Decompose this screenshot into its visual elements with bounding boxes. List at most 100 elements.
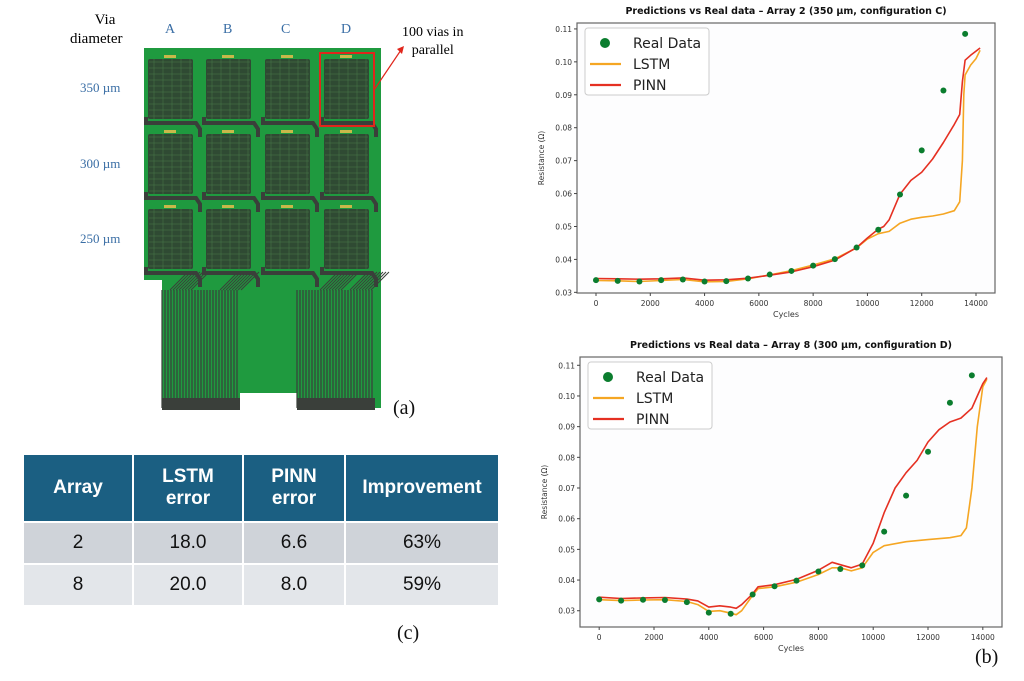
series-line-pinn <box>595 47 981 281</box>
y-axis-label: Resistance (Ω) <box>537 131 546 185</box>
x-tick-label: 0 <box>594 299 599 308</box>
header-text: Array <box>53 477 103 499</box>
legend: Real Data LSTM PINN <box>584 27 710 96</box>
y-tick-label: 0.08 <box>555 124 572 133</box>
legend-box <box>584 27 710 96</box>
legend: Real Data LSTM PINN <box>587 361 713 430</box>
y-tick-label: 0.03 <box>558 607 575 616</box>
trace-route <box>202 117 260 137</box>
legend-box <box>587 361 713 430</box>
x-axis-label: Cycles <box>778 644 804 653</box>
data-point-real <box>658 277 665 284</box>
data-point-real <box>946 399 953 406</box>
data-point-real <box>940 87 947 94</box>
annotation: 100 vias in parallel <box>402 24 463 60</box>
y-tick-label: 0.05 <box>558 545 575 554</box>
data-point-real <box>962 30 969 37</box>
header-text: LSTM <box>162 466 214 488</box>
trace-route <box>320 192 378 212</box>
legend-label: Real Data <box>636 370 704 386</box>
array-label-pad <box>164 205 176 208</box>
trace-route <box>144 267 202 287</box>
connector-pads <box>162 398 240 410</box>
annotation-arrow <box>373 49 402 91</box>
y-tick-label: 0.07 <box>558 484 575 493</box>
y-tick-label: 0.06 <box>555 190 572 199</box>
chart-title: Predictions vs Real data – Array 8 (300 … <box>630 340 952 351</box>
row-label-350: 350 µm <box>80 80 121 95</box>
data-point-real <box>793 577 800 584</box>
annotation-line-1: 100 vias in <box>402 25 464 40</box>
pcb-notch <box>240 393 297 411</box>
y-tick-label: 0.05 <box>555 222 572 231</box>
legend-label: Real Data <box>633 36 701 52</box>
data-point-real <box>968 372 975 379</box>
data-point-real <box>749 591 756 598</box>
x-tick-label: 10000 <box>861 633 885 642</box>
x-tick-label: 14000 <box>971 633 995 642</box>
table-row: 8 20.0 8.0 59% <box>24 565 498 605</box>
header-lstm-error: LSTM error <box>134 455 242 521</box>
data-point-real <box>831 256 838 263</box>
chart-array-2: Predictions vs Real data – Array 2 (350 … <box>537 6 996 319</box>
annotation-line-2: parallel <box>411 43 454 58</box>
cell-lstm-error: 18.0 <box>134 523 242 563</box>
x-tick-label: 8000 <box>804 299 823 308</box>
header-text: Improvement <box>362 477 482 499</box>
data-point-real <box>837 566 844 573</box>
y-tick-label: 0.09 <box>558 423 575 432</box>
via-array <box>144 55 202 137</box>
x-tick-label: 6000 <box>749 299 768 308</box>
y-tick-label: 0.10 <box>558 392 575 401</box>
x-tick-label: 2000 <box>644 633 663 642</box>
trace-line <box>184 271 204 291</box>
data-point-real <box>614 277 621 284</box>
array-label-pad <box>340 130 352 133</box>
column-label-a: A <box>165 22 176 37</box>
legend-marker-real-data <box>603 372 613 382</box>
array-label-pad <box>340 55 352 58</box>
data-point-real <box>881 528 888 535</box>
column-label-b: B <box>223 22 233 37</box>
legend-marker-real-data <box>600 38 610 48</box>
trace-route <box>202 192 260 212</box>
via-array <box>144 130 202 212</box>
y-tick-label: 0.03 <box>555 288 572 297</box>
trace-bundle <box>296 290 375 410</box>
caption-b: (b) <box>975 646 999 668</box>
caption-c: (c) <box>397 622 420 644</box>
trace-route <box>261 192 319 212</box>
array-label-pad <box>340 205 352 208</box>
trace-bundle <box>161 290 240 410</box>
header-text: PINN <box>271 466 317 488</box>
array-label-pad <box>281 55 293 58</box>
data-point-real <box>925 448 932 455</box>
data-point-real <box>640 596 647 603</box>
x-tick-label: 12000 <box>916 633 940 642</box>
series-line-lstm <box>599 378 988 616</box>
data-point-real <box>897 191 903 198</box>
arrowhead-icon <box>397 46 404 54</box>
data-point-real <box>618 597 625 604</box>
data-point-real <box>815 568 822 575</box>
cell-array: 2 <box>24 523 132 563</box>
data-point-real <box>593 277 599 284</box>
data-point-real <box>903 492 910 499</box>
trace-route <box>261 117 319 137</box>
cell-lstm-error: 20.0 <box>134 565 242 605</box>
via-array <box>320 130 378 212</box>
trace-route <box>320 267 378 287</box>
y-tick-label: 0.11 <box>555 25 572 34</box>
data-point-real <box>788 267 795 274</box>
cell-pinn-error: 6.6 <box>244 523 344 563</box>
cell-improvement: 63% <box>346 523 498 563</box>
data-point-real <box>636 278 643 285</box>
via-array <box>261 55 319 137</box>
header-array: Array <box>24 455 132 521</box>
via-array <box>320 55 378 137</box>
cell-improvement: 59% <box>346 565 498 605</box>
legend-label: LSTM <box>636 391 673 407</box>
data-point-real <box>596 596 603 603</box>
data-point-real <box>723 278 730 285</box>
series-line-pinn <box>599 377 988 610</box>
